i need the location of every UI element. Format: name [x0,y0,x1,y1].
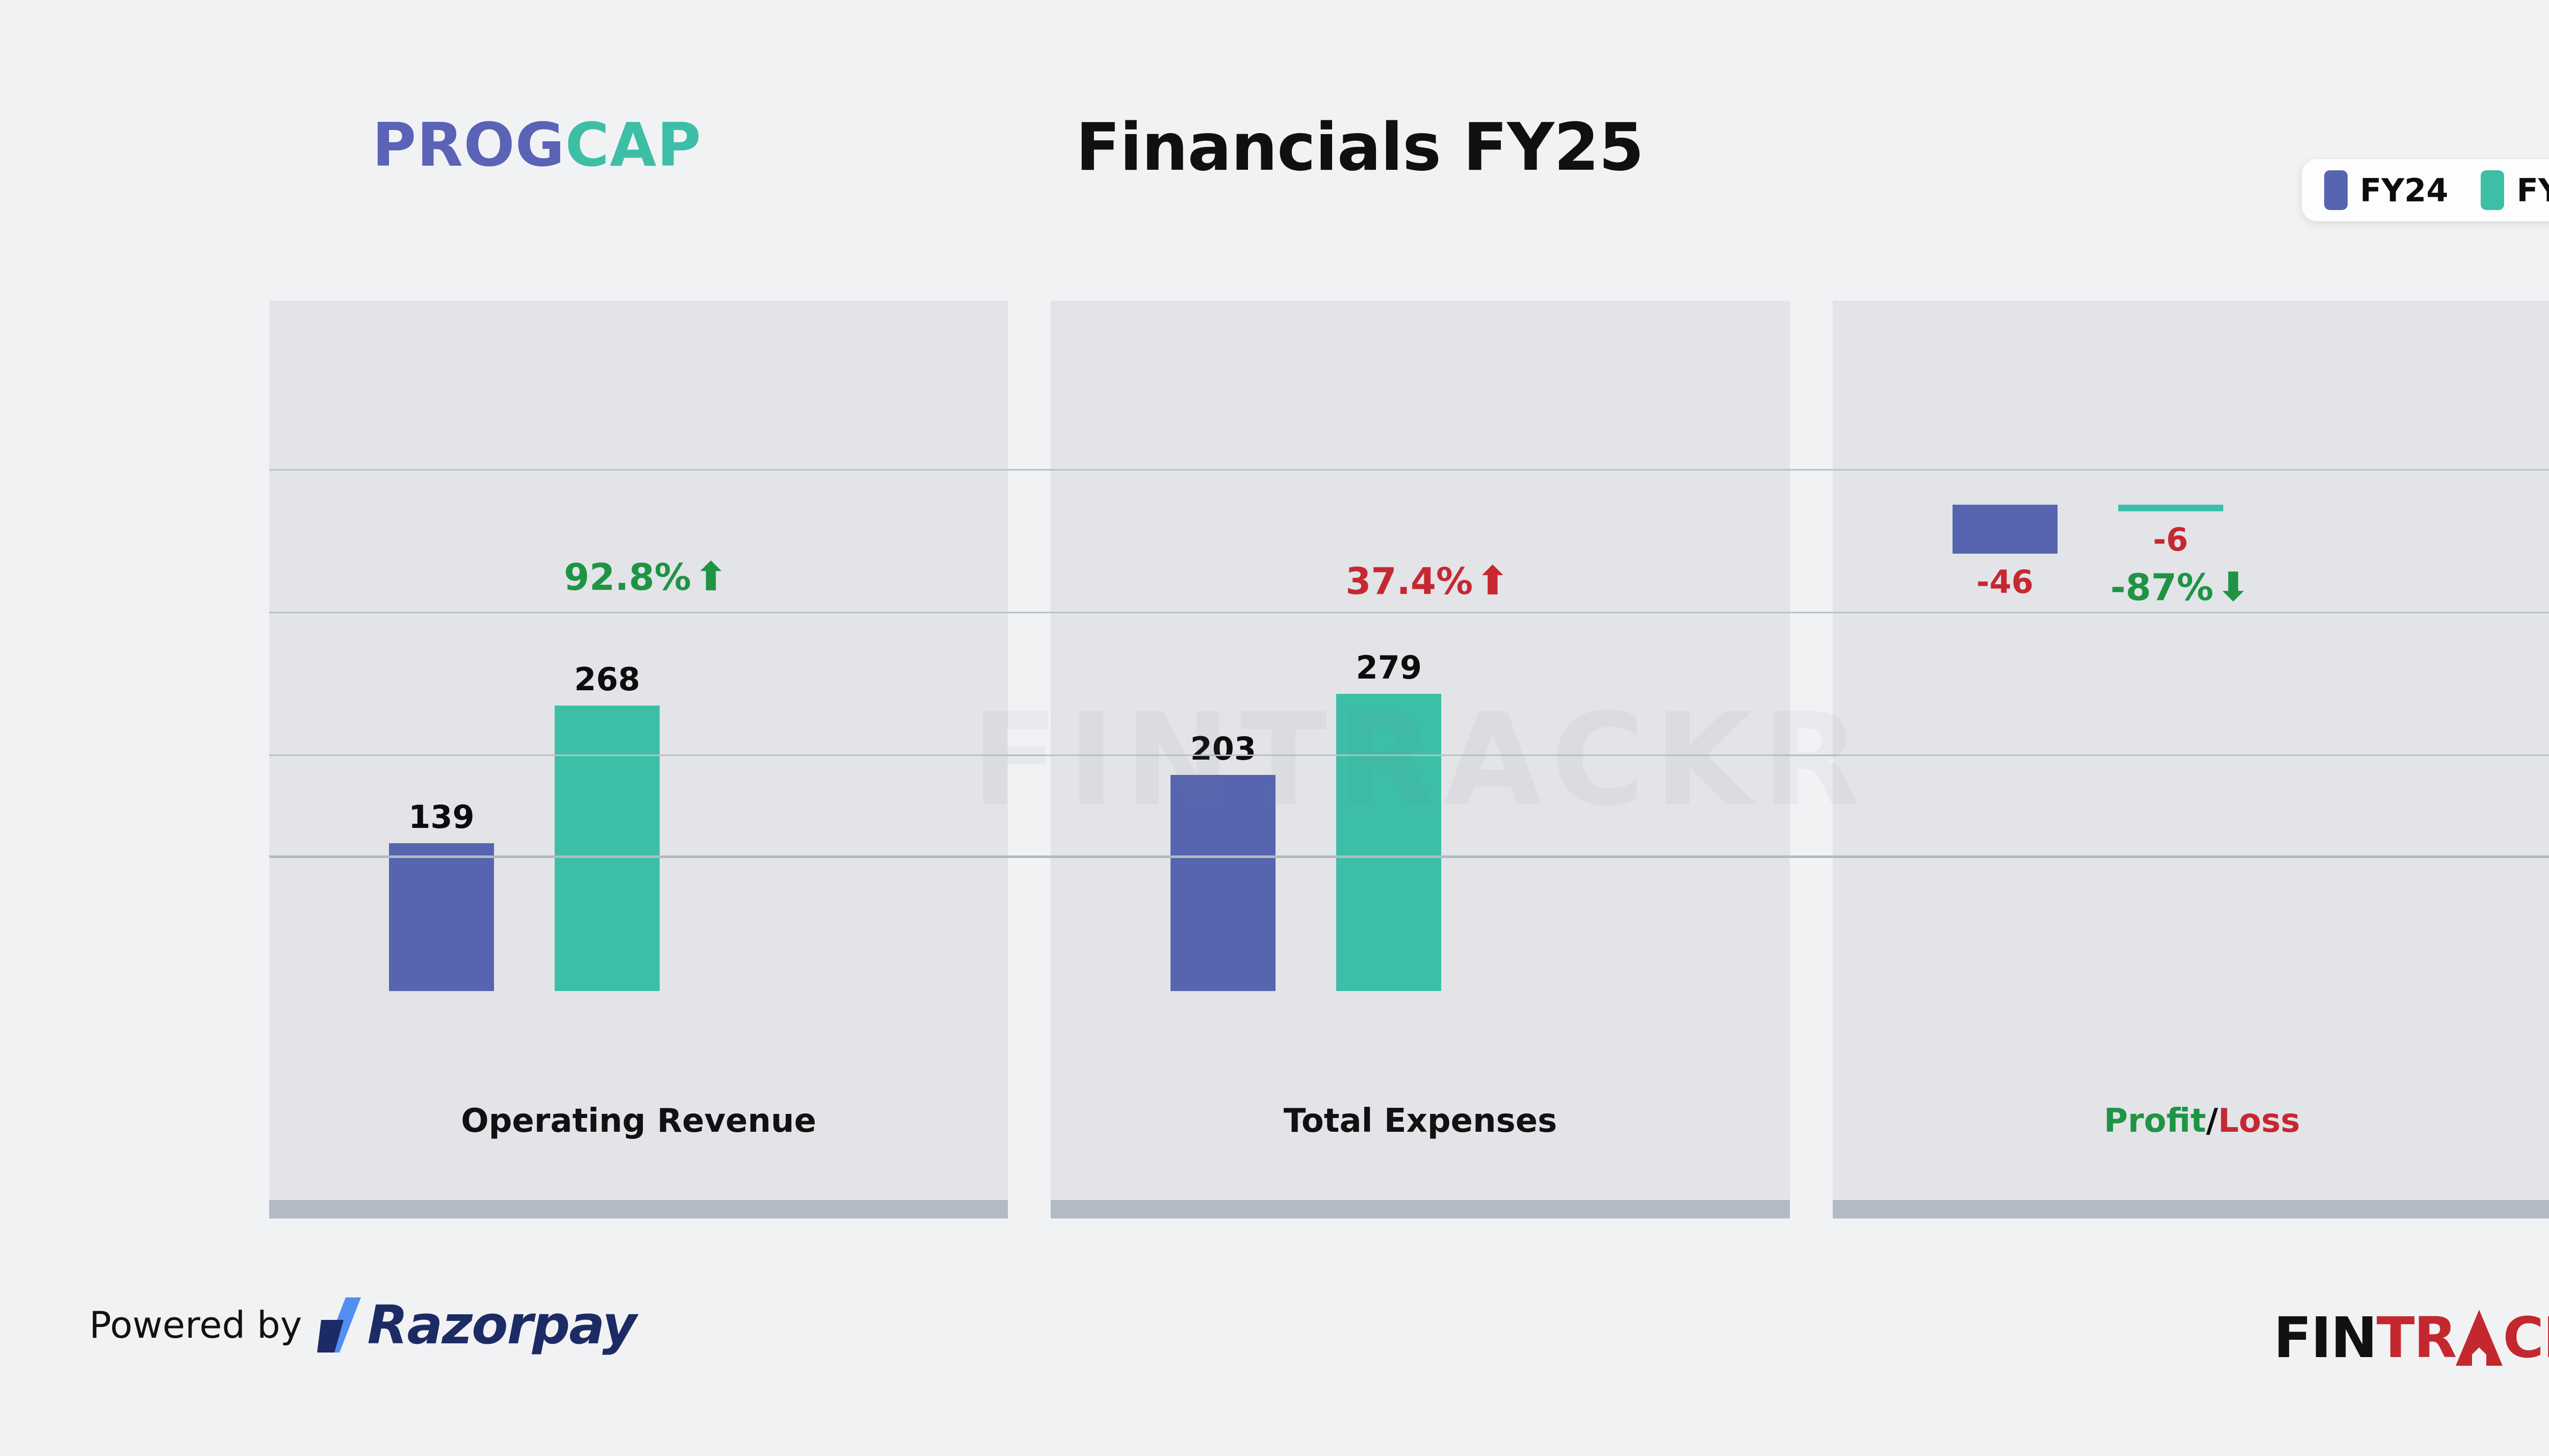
legend-label-fy25: FY25 [2516,171,2549,209]
bar-fy24[interactable] [1171,775,1276,991]
category-label-total-expenses: Total Expenses [1283,1102,1557,1140]
growth-badge: -87% ⬇ [2111,566,2250,609]
bar-value-fy25: 268 [574,661,640,698]
progcap-logo: PROGCAP [372,110,701,180]
page-title: Financials FY25 [1076,110,1644,186]
category-segment-slash: / [2206,1102,2218,1140]
growth-badge: 37.4% ⬆ [1345,560,1509,603]
fintrackr-part-fin: FIN [2273,1305,2377,1370]
razorpay-logo: Razorpay [314,1294,637,1356]
panel-group: 139 268 92.8% ⬆ Operating Revenue 203 [269,301,2549,1218]
bar-group: -46 -6 -87% ⬇ [1833,301,2549,1200]
panel-body: 139 268 92.8% ⬆ Operating Revenue [269,301,1008,1200]
bar-value-fy24: 139 [408,798,475,836]
bar-value-fy25: -6 [2153,521,2189,558]
arrow-up-icon: ⬆ [1476,558,1510,604]
category-label-operating-revenue: Operating Revenue [461,1102,817,1140]
panel-body: -46 -6 -87% ⬇ Profit/Loss [1833,301,2549,1200]
bar-value-fy24: 203 [1190,730,1257,767]
category-label-profit-loss: Profit/Loss [1833,1102,2549,1140]
bar-fy25[interactable] [555,706,660,991]
panel-profit-loss: -46 -6 -87% ⬇ Profit/Loss [1832,301,2549,1218]
bar-fy24[interactable] [389,843,494,991]
powered-by-label: Powered by [89,1304,302,1346]
fintrackr-part-tr: TR [2376,1305,2457,1370]
arrow-up-icon: ⬆ [694,554,728,600]
legend-label-fy24: FY24 [2359,171,2449,209]
fintrackr-part-ckr: CKR [2503,1305,2549,1370]
panel-total-expenses: 203 279 37.4% ⬆ Total Expenses [1051,301,1790,1218]
legend-swatch-fy24 [2324,170,2348,210]
growth-value: -87% [2110,566,2214,609]
growth-badge: 92.8% ⬆ [564,556,727,599]
arrow-down-icon: ⬇ [2216,564,2250,610]
bar-value-fy24: -46 [1976,563,2034,601]
panel-base-bar [1832,1200,2549,1218]
bar-fy25[interactable] [2118,505,2223,511]
razorpay-wordmark: Razorpay [367,1294,637,1356]
chart-plot-area: Amount in ₹ Cr 139 268 92.8% ⬆ Operating… [269,301,2549,1218]
growth-value: 37.4% [1345,560,1473,603]
powered-by-razorpay: Powered by Razorpay [89,1294,637,1356]
bar-group: 139 268 92.8% ⬆ [269,301,1008,1200]
category-segment-profit: Profit [2103,1102,2206,1140]
razorpay-mark-icon [317,1297,361,1353]
panel-base-bar [1051,1200,1790,1218]
chart-legend: FY24 FY25 [2301,159,2549,221]
panel-base-bar [269,1200,1008,1218]
header: PROGCAP Financials FY25 FY24 FY25 [0,0,2549,285]
bar-group: 203 279 37.4% ⬆ [1051,301,1789,1200]
category-segment-loss: Loss [2218,1102,2300,1140]
panel-operating-revenue: 139 268 92.8% ⬆ Operating Revenue [269,301,1008,1218]
legend-item-fy25[interactable]: FY25 [2481,170,2549,210]
legend-item-fy24[interactable]: FY24 [2324,170,2449,210]
bar-value-fy25: 279 [1356,649,1422,686]
growth-value: 92.8% [564,556,691,599]
legend-swatch-fy25 [2481,170,2505,210]
panel-body: 203 279 37.4% ⬆ Total Expenses [1051,301,1789,1200]
bar-fy24[interactable] [1952,505,2058,554]
bar-fy25[interactable] [1336,694,1442,991]
progcap-logo-part2: CAP [565,110,701,180]
rocket-icon [2456,1310,2503,1366]
progcap-logo-part1: PROG [372,110,565,180]
